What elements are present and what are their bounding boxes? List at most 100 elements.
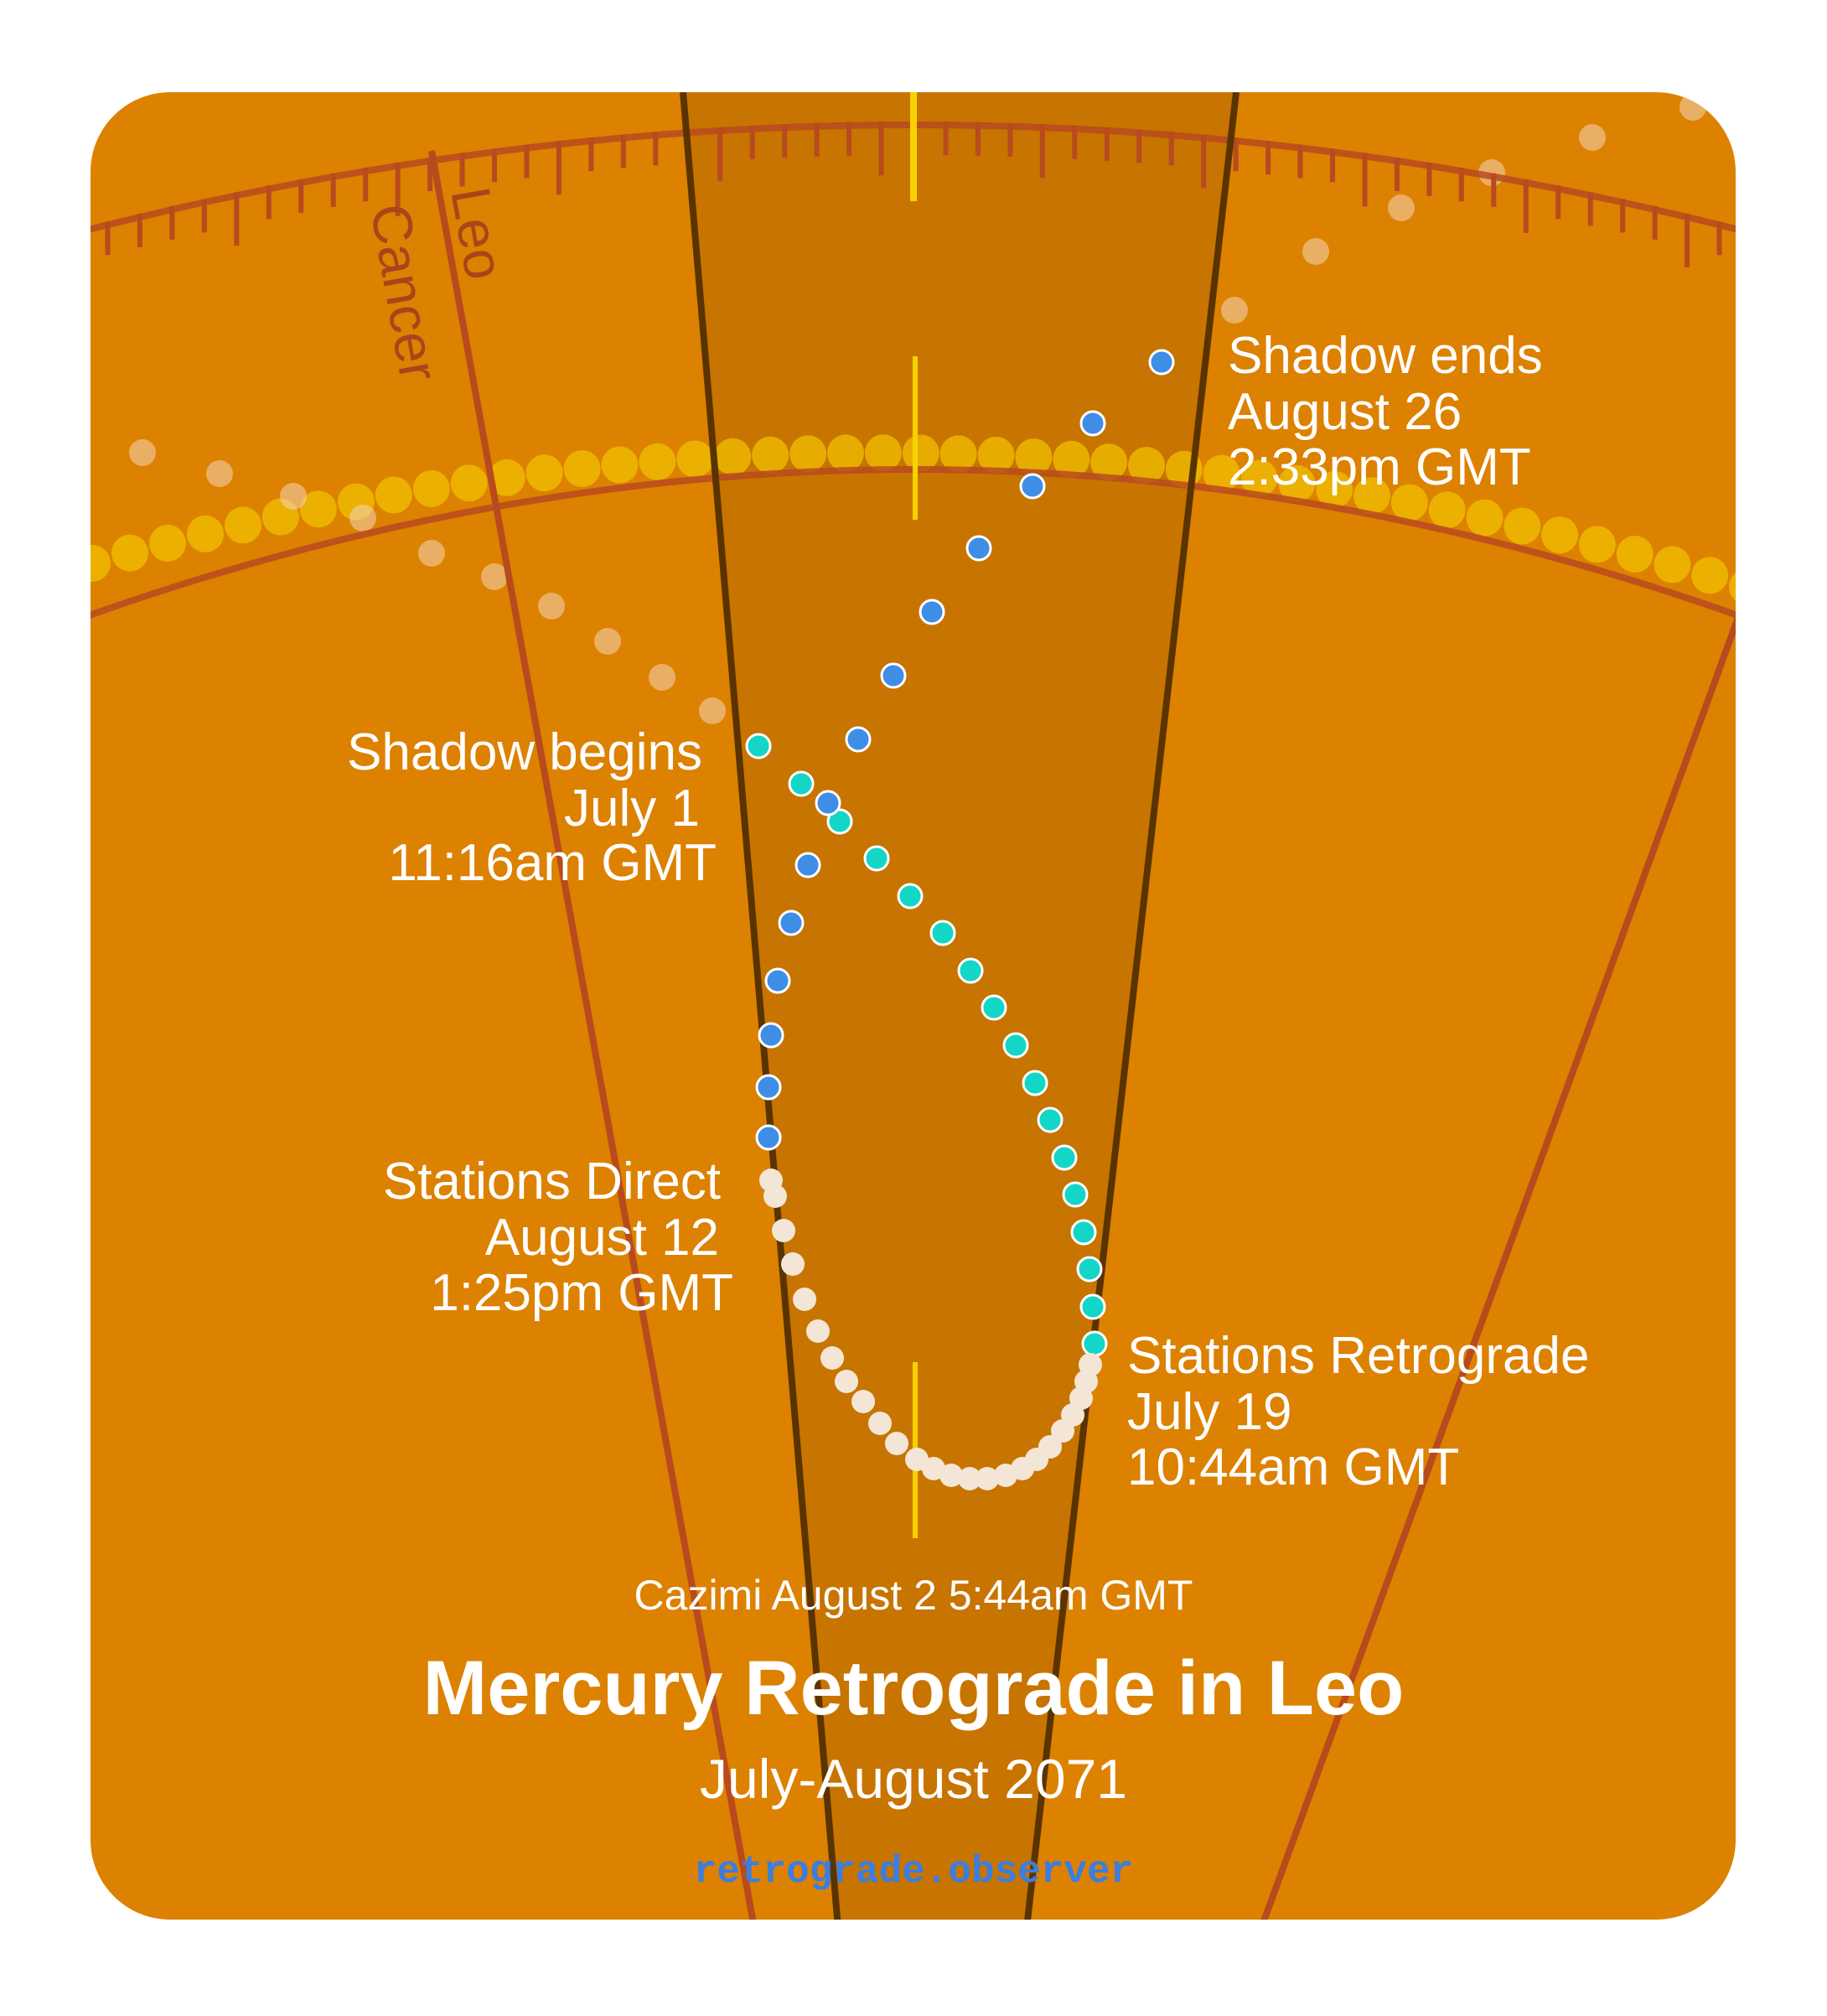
- sun-dot: [714, 438, 752, 475]
- site-link[interactable]: retrograde.observer: [694, 1850, 1134, 1894]
- post-shadow-dot: [965, 535, 992, 562]
- sun-dot: [412, 470, 450, 507]
- pre-shadow-dot: [897, 883, 924, 910]
- faint-dot: [280, 483, 307, 510]
- sun-dot: [1578, 526, 1616, 563]
- sun-dot: [1128, 447, 1165, 485]
- faint-dot: [649, 664, 675, 691]
- sun-dot: [375, 476, 412, 514]
- pre-shadow-dot: [863, 845, 890, 872]
- sun-dot: [601, 446, 639, 484]
- sun-dot: [1466, 499, 1504, 536]
- faint-dot: [1747, 74, 1773, 101]
- retrograde-dot: [806, 1319, 830, 1343]
- post-shadow-dot: [778, 910, 805, 936]
- stations-direct-time: 1:25pm GMT: [430, 1264, 733, 1322]
- sun-dot: [1691, 557, 1729, 594]
- pre-shadow-dot: [1022, 1070, 1048, 1096]
- pre-shadow-dot: [788, 770, 815, 797]
- cancer-leo-boundary: [428, 150, 758, 1920]
- retrograde-dot: [835, 1370, 858, 1393]
- sun-dot: [1616, 536, 1654, 573]
- sun-dot: [1316, 470, 1353, 508]
- retrograde-dot: [958, 1467, 981, 1490]
- shadow-begins-date: July 1: [564, 780, 700, 837]
- stations-retrograde-label: Stations Retrograde July 19 10:44am GMT: [1127, 1327, 1589, 1496]
- retrograde-dot: [759, 1169, 783, 1192]
- pre-shadow-dot: [745, 733, 772, 759]
- post-shadow-dot: [1079, 410, 1106, 437]
- sun-dot: [1015, 438, 1053, 476]
- faint-dot: [1579, 124, 1606, 151]
- sun-dot: [639, 443, 676, 480]
- post-shadow-dot: [758, 1022, 784, 1049]
- sun-dot: [827, 434, 864, 472]
- zodiac-boundary-right: [1258, 602, 1736, 1920]
- retrograde-dot: [793, 1288, 816, 1311]
- shadow-begins-title: Shadow begins: [347, 723, 702, 781]
- pre-shadow-dot: [1002, 1032, 1029, 1059]
- faint-dot: [481, 563, 508, 590]
- faint-dot: [538, 593, 565, 619]
- sun-dot: [1203, 454, 1240, 492]
- post-shadow-dot: [764, 967, 791, 994]
- retrograde-dot: [820, 1346, 844, 1370]
- sun-dot: [488, 459, 525, 496]
- sun-dot: [149, 525, 186, 562]
- sun-dot: [1390, 484, 1428, 521]
- faint-dot: [1221, 297, 1248, 324]
- pre-shadow-dot: [1081, 1330, 1108, 1357]
- post-shadow-dot: [919, 599, 945, 625]
- retrograde-dot: [772, 1219, 795, 1242]
- pre-shadow-dot: [1076, 1256, 1103, 1283]
- sun-dot: [187, 515, 224, 552]
- retrograde-dot: [851, 1390, 875, 1413]
- sun-dot: [563, 450, 601, 488]
- sun-dot: [789, 435, 827, 473]
- post-shadow-dot: [794, 852, 821, 878]
- sun-dot: [1428, 491, 1466, 529]
- sun-dot: [299, 490, 337, 528]
- retrograde-dot: [885, 1432, 908, 1455]
- retrograde-dot: [994, 1464, 1017, 1487]
- sun-dot: [1240, 459, 1278, 497]
- shadow-begins-time: 11:16am GMT: [388, 834, 717, 892]
- pre-shadow-dot: [1051, 1144, 1078, 1171]
- pre-shadow-dot: [826, 808, 853, 835]
- post-shadow-dot: [1148, 349, 1175, 376]
- sun-dot: [1090, 443, 1128, 481]
- retrograde-dot: [905, 1448, 929, 1471]
- sun-dot: [752, 436, 789, 474]
- shadow-end-line: [1023, 92, 1240, 1920]
- faint-dot: [349, 505, 376, 531]
- sun-dot: [1278, 464, 1316, 502]
- shadow-ends-label: Shadow ends August 26 2:33pm GMT: [1228, 327, 1543, 496]
- post-shadow-dot: [845, 726, 872, 753]
- retrograde-dot: [781, 1252, 805, 1276]
- shadow-ends-time: 2:33pm GMT: [1228, 438, 1531, 496]
- cazimi-note: Cazimi August 2 5:44am GMT: [634, 1572, 1193, 1619]
- sun-dot: [450, 464, 488, 502]
- faint-dot: [1679, 94, 1706, 121]
- stations-direct-title: Stations Direct: [383, 1153, 721, 1210]
- stations-retrograde-time: 10:44am GMT: [1127, 1438, 1459, 1496]
- sun-dot: [225, 506, 261, 544]
- retrograde-dot: [1051, 1419, 1074, 1443]
- sun-dot: [1729, 568, 1736, 605]
- stations-direct-date: August 12: [485, 1209, 719, 1267]
- sun-dot: [977, 437, 1015, 474]
- post-shadow-dot: [755, 1074, 782, 1101]
- retrograde-dot: [939, 1464, 963, 1487]
- sun-dot: [111, 534, 148, 572]
- faint-dot: [129, 439, 156, 466]
- faint-dot: [1388, 194, 1415, 221]
- pre-shadow-dot: [957, 957, 984, 984]
- faint-dot: [418, 540, 445, 567]
- stations-retrograde-date: July 19: [1127, 1383, 1291, 1441]
- sun-dot: [902, 434, 939, 472]
- page-title: Mercury Retrograde in Leo: [423, 1645, 1405, 1731]
- shadow-start-line: [680, 92, 841, 1920]
- sun-dot: [1053, 440, 1090, 478]
- faint-dot: [1302, 238, 1329, 265]
